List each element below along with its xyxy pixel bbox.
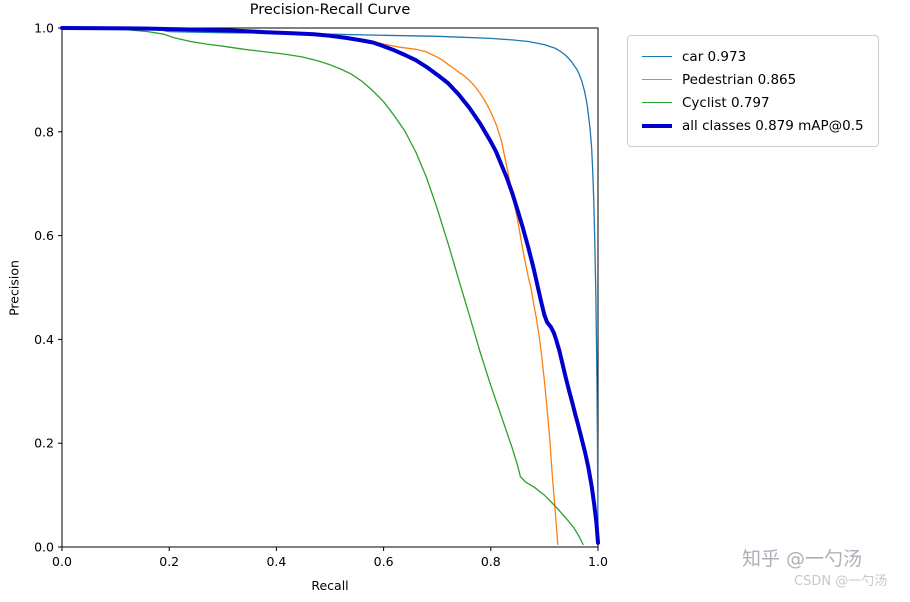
y-tick-label: 0.6 bbox=[34, 228, 54, 243]
x-tick-label: 1.0 bbox=[588, 554, 608, 569]
watermark-csdn: CSDN @一勺汤 bbox=[794, 574, 888, 589]
x-tick-label: 0.8 bbox=[481, 554, 501, 569]
legend-line-swatch bbox=[642, 79, 672, 80]
legend-label: car 0.973 bbox=[682, 48, 747, 65]
legend-item: all classes 0.879 mAP@0.5 bbox=[642, 114, 864, 137]
legend-label: Cyclist 0.797 bbox=[682, 94, 770, 111]
x-tick-label: 0.4 bbox=[266, 554, 286, 569]
legend-line-swatch bbox=[642, 56, 672, 57]
legend-item: Cyclist 0.797 bbox=[642, 91, 864, 114]
legend-line-swatch bbox=[642, 123, 672, 128]
x-tick-label: 0.2 bbox=[159, 554, 179, 569]
legend-label: Pedestrian 0.865 bbox=[682, 71, 797, 88]
x-tick-label: 0.6 bbox=[374, 554, 394, 569]
pr-curve bbox=[60, 26, 600, 545]
legend-label: all classes 0.879 mAP@0.5 bbox=[682, 117, 864, 134]
y-tick-label: 0.8 bbox=[34, 124, 54, 139]
legend-item: Pedestrian 0.865 bbox=[642, 68, 864, 91]
x-tick-label: 0.0 bbox=[52, 554, 72, 569]
y-tick-label: 0.4 bbox=[34, 332, 54, 347]
pr-curve bbox=[61, 27, 584, 546]
legend: car 0.973 Pedestrian 0.865 Cyclist 0.797 al… bbox=[627, 35, 879, 147]
pr-curve bbox=[61, 27, 599, 538]
x-axis-label: Recall bbox=[311, 578, 349, 593]
plot-border bbox=[61, 27, 599, 548]
legend-line-swatch bbox=[642, 102, 672, 103]
watermark-zhihu: 知乎 @一勺汤 bbox=[742, 548, 863, 570]
y-tick-label: 1.0 bbox=[34, 21, 54, 36]
y-tick-label: 0.2 bbox=[34, 436, 54, 451]
pr-curve bbox=[61, 27, 559, 546]
y-tick-label: 0.0 bbox=[34, 540, 54, 555]
y-axis-label: Precision bbox=[6, 260, 22, 316]
chart-title: Precision-Recall Curve bbox=[249, 2, 411, 18]
legend-item: car 0.973 bbox=[642, 45, 864, 68]
